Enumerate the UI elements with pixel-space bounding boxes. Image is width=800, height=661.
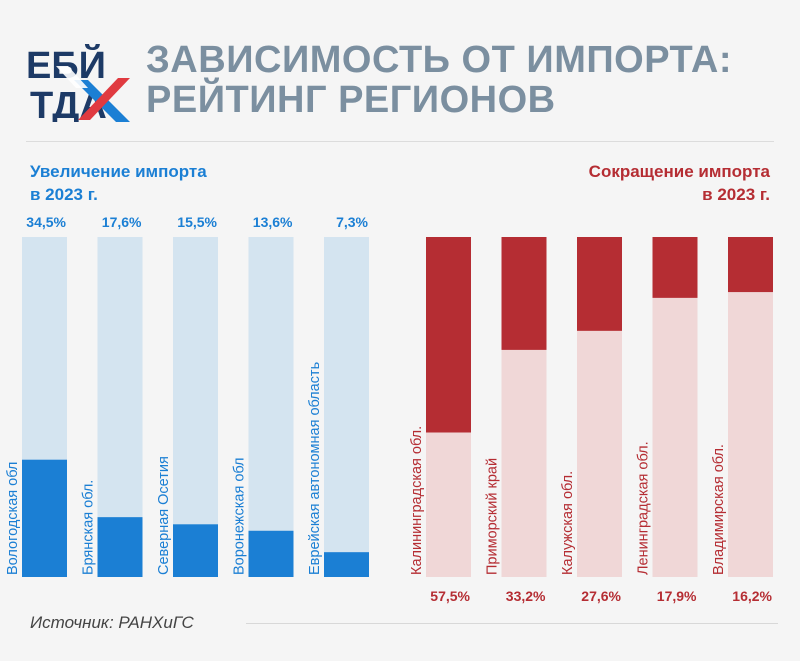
- decrease-section-title: Сокращение импорта в 2023 г.: [589, 160, 770, 206]
- decrease-value-label: 27,6%: [581, 588, 621, 604]
- increase-title-line-2: в 2023 г.: [30, 185, 98, 204]
- decrease-bar: [728, 237, 773, 293]
- increase-title-line-1: Увеличение импорта: [30, 162, 207, 181]
- decrease-category-label: Калининградская обл.: [409, 426, 425, 575]
- decrease-value-label: 33,2%: [506, 588, 546, 604]
- increase-category-label: Еврейская автономная область: [307, 362, 323, 575]
- increase-bar: [324, 552, 369, 577]
- decrease-bar: [652, 237, 698, 298]
- page-title: ЗАВИСИМОСТЬ ОТ ИМПОРТА: РЕЙТИНГ РЕГИОНОВ: [146, 40, 732, 120]
- increase-value-label: 34,5%: [26, 214, 66, 230]
- brand-logo: ЕБЙ ТДА: [26, 44, 130, 122]
- decrease-category-label: Калужская обл.: [560, 471, 576, 575]
- page-title-line-2: РЕЙТИНГ РЕГИОНОВ: [146, 79, 556, 121]
- decrease-title-line-1: Сокращение импорта: [588, 162, 770, 181]
- increase-value-label: 13,6%: [253, 214, 293, 230]
- decrease-bar: [577, 237, 622, 331]
- decrease-value-label: 16,2%: [732, 588, 772, 604]
- increase-bar: [173, 524, 218, 577]
- decrease-category-label: Ленинградская обл.: [636, 441, 652, 575]
- x-arrows-logo-icon: [56, 66, 130, 122]
- bottom-divider: [246, 623, 778, 624]
- decrease-bar: [426, 237, 471, 433]
- source-note: Источник: РАНХиГС: [30, 613, 194, 632]
- decrease-category-label: Приморский край: [485, 458, 501, 575]
- increase-bar: [248, 530, 294, 577]
- increase-bar-track: [248, 237, 294, 577]
- decrease-bar: [501, 237, 547, 350]
- increase-category-label: Брянская обл.: [81, 480, 97, 575]
- increase-bar: [22, 459, 67, 577]
- increase-bar-track: [324, 237, 369, 577]
- decrease-value-label: 17,9%: [657, 588, 697, 604]
- increase-category-label: Воронежская обл: [232, 457, 248, 575]
- top-divider: [26, 141, 774, 142]
- logo-line-1: ЕБЙ: [26, 44, 106, 87]
- increase-value-label: 7,3%: [336, 214, 368, 230]
- decrease-bar-track: [728, 237, 773, 577]
- increase-section-title: Увеличение импорта в 2023 г.: [30, 160, 207, 206]
- page-title-line-1: ЗАВИСИМОСТЬ ОТ ИМПОРТА:: [146, 39, 732, 81]
- increase-category-label: Вологодская обл: [5, 462, 21, 575]
- increase-bar: [97, 517, 143, 577]
- increase-value-label: 17,6%: [102, 214, 142, 230]
- decrease-category-label: Владимирская обл.: [711, 444, 727, 575]
- decrease-title-line-2: в 2023 г.: [702, 185, 770, 204]
- increase-category-label: Северная Осетия: [156, 456, 172, 575]
- increase-value-label: 15,5%: [177, 214, 217, 230]
- increase-bar-track: [173, 237, 218, 577]
- decrease-value-label: 57,5%: [430, 588, 470, 604]
